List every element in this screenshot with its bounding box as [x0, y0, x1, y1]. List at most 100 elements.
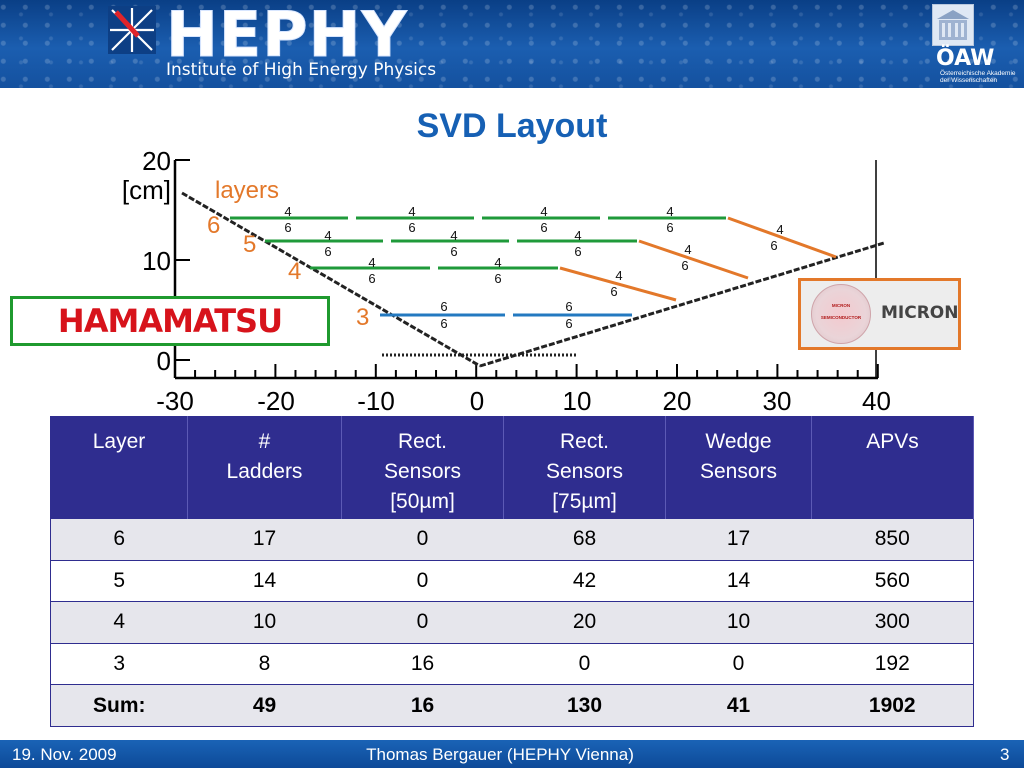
col-header-ladders-hash: # [258, 430, 271, 453]
sensor-label: 6 [368, 271, 375, 286]
x-tick-label: 40 [862, 386, 891, 415]
table-row: 5 14 0 42 14 560 [50, 559, 974, 602]
oaw-building-icon [932, 4, 974, 46]
sensor-label: 6 [408, 220, 415, 235]
layers-label: layers [215, 177, 279, 204]
table-cell: 68 [503, 518, 666, 561]
table-row: 3 8 16 0 0 192 [50, 642, 974, 685]
sensor-label: 6 [610, 284, 617, 299]
sensor-label: 4 [450, 228, 457, 243]
hamamatsu-logo-text: HAMAMATSU [57, 302, 283, 340]
oaw-title: ÖAW [936, 46, 995, 71]
table-cell: 0 [341, 601, 504, 644]
table-cell: 17 [187, 518, 342, 561]
layer-number-5: 5 [243, 231, 256, 258]
layer-5-wedge [638, 239, 749, 280]
sensor-label: 6 [540, 220, 547, 235]
table-cell: 0 [341, 559, 504, 602]
table-cell: 5 [50, 559, 188, 602]
footer-author: Thomas Bergauer (HEPHY Vienna) [366, 745, 634, 764]
x-tick-label: -30 [156, 386, 194, 415]
table-cell: 0 [341, 518, 504, 561]
table-row: 4 10 0 20 10 300 [50, 601, 974, 644]
sensor-label: 6 [324, 244, 331, 259]
sensor-label: 4 [574, 228, 581, 243]
acceptance-line-backward [181, 191, 481, 368]
table-cell: 3 [50, 642, 188, 685]
oaw-subtitle: Österreichische Akademie der Wissenschaf… [940, 70, 1016, 84]
sensor-label: 4 [684, 242, 691, 257]
table-cell: 41 [665, 684, 812, 727]
col-header-apvs: APVs [811, 416, 974, 519]
table-cell: 17 [665, 518, 812, 561]
table-cell: 16 [341, 684, 504, 727]
acceptance-line-forward [479, 241, 885, 368]
micron-logo: MICRON SEMICONDUCTOR MICRON [798, 278, 961, 350]
table-cell: 42 [503, 559, 666, 602]
micron-logo-text: MICRON [881, 303, 959, 323]
sensor-label: 6 [450, 244, 457, 259]
x-tick-label: -10 [357, 386, 395, 415]
x-minor-ticks [174, 364, 879, 378]
sensor-label: 4 [494, 255, 501, 270]
table-cell: Sum: [50, 684, 188, 727]
table-cell: 16 [341, 642, 504, 685]
hephy-logo-icon [108, 6, 156, 54]
footer-date: 19. Nov. 2009 [12, 745, 117, 764]
hamamatsu-logo: HAMAMATSU [10, 296, 330, 346]
table-cell: 300 [811, 601, 974, 644]
hephy-subtitle: Institute of High Energy Physics [166, 60, 437, 80]
sensor-label: 4 [284, 204, 291, 219]
table-cell: 560 [811, 559, 974, 602]
y-major-ticks [175, 159, 190, 361]
x-tick-label: 0 [470, 386, 484, 415]
sensor-label: 4 [615, 268, 622, 283]
sensor-label: 6 [284, 220, 291, 235]
sensor-label: 6 [494, 271, 501, 286]
layer-table: Layer # Ladders Rect. Sensors [50µm] Rect.… [50, 416, 974, 727]
table-header-row: Layer # Ladders Rect. Sensors [50µm] Rect.… [50, 416, 974, 519]
footer-bar: 19. Nov. 2009 Thomas Bergauer (HEPHY Vie… [0, 740, 1024, 768]
sensor-label: 4 [408, 204, 415, 219]
table-cell: 14 [187, 559, 342, 602]
table-cell: 4 [50, 601, 188, 644]
sensor-label: 6 [666, 220, 673, 235]
table-row: 6 17 0 68 17 850 [50, 518, 974, 561]
table-cell: 6 [50, 518, 188, 561]
table-cell: 192 [811, 642, 974, 685]
col-header-rect75: Rect. Sensors [75µm] [503, 416, 666, 519]
micron-seal-text: MICRON [831, 303, 851, 308]
table-cell: 10 [665, 601, 812, 644]
sensor-label: 4 [666, 204, 673, 219]
page-title: SVD Layout [416, 107, 608, 145]
table-cell: 130 [503, 684, 666, 727]
y-tick-label: 10 [142, 246, 171, 276]
table-sum-row: Sum: 49 16 130 41 1902 [50, 684, 974, 727]
col-header-layer: Layer [50, 416, 188, 519]
col-header-wedge: Wedge Sensors [665, 416, 812, 519]
sensor-label: 6 [770, 238, 777, 253]
layer-number-4: 4 [288, 258, 301, 285]
x-tick-label: 20 [663, 386, 692, 415]
table-cell: 850 [811, 518, 974, 561]
micron-seal-text: SEMICONDUCTOR [820, 315, 862, 320]
x-tick-label: 10 [563, 386, 592, 415]
page-number: 3 [1000, 745, 1010, 764]
sensor-label: 4 [540, 204, 547, 219]
sensor-label: 4 [776, 222, 783, 237]
table-cell: 0 [665, 642, 812, 685]
x-tick-label: -20 [257, 386, 295, 415]
table-cell: 0 [503, 642, 666, 685]
layer-6-wedge [727, 216, 837, 259]
layer-4-wedge [559, 266, 677, 302]
table-cell: 49 [187, 684, 342, 727]
svd-layout-diagram: 20 [cm] 10 0 -30 -20 -10 0 10 20 30 40 l… [122, 146, 891, 415]
sensor-label: 6 [565, 316, 572, 331]
header-banner: HEPHY Institute of High Energy Physics Ö… [0, 0, 1024, 88]
table-cell: 20 [503, 601, 666, 644]
sensor-label: 6 [681, 258, 688, 273]
col-header-ladders: # Ladders [187, 416, 342, 519]
col-header-rect50: Rect. Sensors [50µm] [341, 416, 504, 519]
table-cell: 8 [187, 642, 342, 685]
sensor-label: 6 [565, 299, 572, 314]
